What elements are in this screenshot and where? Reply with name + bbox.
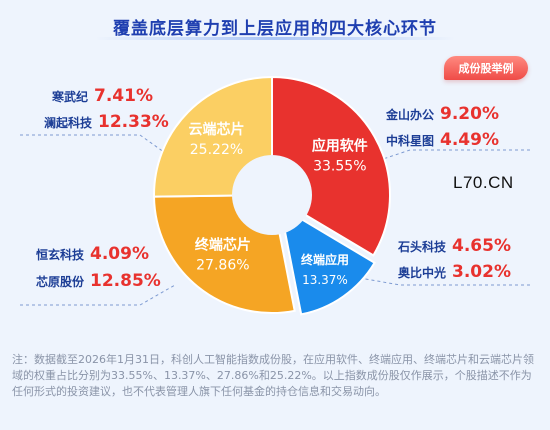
company-name: 石头科技	[398, 240, 447, 254]
company-montage: 澜起科技 12.33%	[44, 112, 169, 132]
slice-terminal-app	[278, 204, 376, 316]
company-weight: 4.65%	[452, 236, 511, 256]
company-weight: 3.02%	[452, 262, 511, 282]
company-name: 芯原股份	[36, 275, 85, 289]
company-name: 金山办公	[386, 108, 435, 122]
company-weight: 4.49%	[440, 130, 499, 150]
slice-label-terminal-chip: 终端芯片	[195, 237, 251, 254]
slice-labels: 应用软件 33.55% 终端应用 13.37% 终端芯片 27.86% 云端芯片 25.22%	[188, 121, 367, 287]
company-kingsoft-office: 金山办公 9.20%	[386, 104, 499, 124]
connector-cloud	[20, 134, 176, 161]
connector-terminal-chip	[20, 284, 176, 306]
disclaimer-note: 注：数据截至2026年1月31日，科创人工智能指数成份股，在应用软件、终端应用、…	[12, 353, 534, 398]
company-weight: 4.09%	[90, 244, 149, 264]
connector-terminal-app	[359, 277, 530, 286]
company-orbbec: 奥比中光 3.02%	[398, 262, 511, 282]
company-weight: 7.41%	[94, 86, 153, 106]
company-weight: 12.33%	[98, 112, 169, 132]
slice-cloud-chip	[153, 75, 273, 198]
donut-hole	[232, 155, 312, 235]
connector-app	[379, 149, 530, 161]
slice-value-app-software: 33.55%	[313, 158, 366, 174]
constituents-badge: 成份股举例	[444, 56, 528, 80]
title-underline	[95, 37, 455, 40]
company-name: 中科星图	[386, 134, 435, 148]
company-cambricon: 寒武纪 7.41%	[52, 86, 153, 106]
company-name: 澜起科技	[44, 116, 93, 130]
slice-label-cloud-chip: 云端芯片	[188, 121, 244, 138]
company-weight: 12.85%	[90, 271, 161, 291]
company-geovis: 中科星图 4.49%	[386, 130, 499, 150]
company-roborock: 石头科技 4.65%	[398, 236, 511, 256]
company-weight: 9.20%	[440, 104, 499, 124]
company-name: 奥比中光	[398, 266, 447, 280]
company-name: 寒武纪	[52, 90, 89, 104]
slice-value-terminal-chip: 27.86%	[196, 258, 249, 274]
watermark: L70.CN	[453, 173, 514, 192]
slice-value-cloud-chip: 25.22%	[190, 142, 243, 158]
company-verisilicon: 芯原股份 12.85%	[36, 271, 161, 291]
slice-value-terminal-app: 13.37%	[302, 273, 348, 287]
slice-label-app-software: 应用软件	[312, 137, 368, 154]
company-bestechnic: 恒玄科技 4.09%	[36, 244, 149, 264]
page-title: 覆盖底层算力到上层应用的四大核心环节	[113, 19, 437, 39]
company-name: 恒玄科技	[36, 248, 85, 262]
connector-lines	[20, 134, 530, 306]
slice-label-terminal-app: 终端应用	[301, 252, 349, 267]
